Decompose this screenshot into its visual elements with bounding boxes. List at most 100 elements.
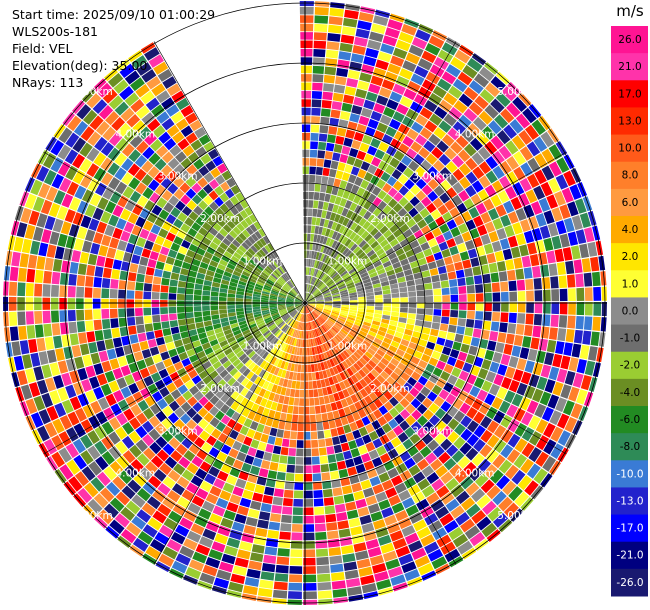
velocity-gate bbox=[374, 294, 383, 299]
velocity-gate bbox=[487, 340, 497, 351]
velocity-gate bbox=[294, 300, 303, 303]
velocity-gate bbox=[254, 315, 263, 321]
velocity-gate bbox=[374, 571, 389, 582]
velocity-gate bbox=[239, 323, 248, 330]
velocity-gate bbox=[281, 404, 289, 413]
velocity-gate bbox=[472, 266, 482, 276]
velocity-gate bbox=[556, 157, 570, 173]
velocity-gate bbox=[506, 404, 519, 418]
velocity-gate bbox=[276, 403, 283, 412]
velocity-gate bbox=[277, 304, 286, 307]
velocity-gate bbox=[326, 522, 338, 531]
range-ring-label: 3.00km bbox=[412, 171, 452, 183]
velocity-gate bbox=[305, 292, 309, 301]
velocity-gate bbox=[338, 119, 349, 129]
velocity-gate bbox=[205, 493, 219, 505]
velocity-gate bbox=[294, 301, 303, 303]
velocity-gate bbox=[374, 365, 383, 374]
velocity-gate bbox=[511, 345, 522, 358]
velocity-gate bbox=[289, 319, 295, 326]
velocity-gate bbox=[187, 369, 198, 379]
velocity-gate bbox=[511, 469, 526, 485]
velocity-gate bbox=[338, 51, 352, 61]
velocity-gate bbox=[482, 273, 491, 284]
velocity-gate bbox=[405, 52, 421, 65]
velocity-gate bbox=[257, 441, 267, 451]
velocity-gate bbox=[336, 426, 345, 436]
velocity-gate bbox=[36, 256, 46, 270]
velocity-gate bbox=[484, 104, 499, 119]
velocity-gate bbox=[406, 218, 417, 228]
velocity-gate bbox=[46, 405, 59, 421]
velocity-gate bbox=[365, 312, 374, 317]
velocity-gate bbox=[156, 197, 168, 209]
velocity-gate bbox=[307, 267, 310, 276]
velocity-gate bbox=[454, 359, 465, 370]
velocity-gate bbox=[520, 458, 534, 474]
velocity-gate bbox=[332, 307, 341, 310]
velocity-gate bbox=[324, 297, 333, 300]
velocity-gate bbox=[411, 371, 421, 381]
velocity-gate bbox=[423, 321, 432, 329]
velocity-gate bbox=[445, 263, 455, 273]
velocity-gate bbox=[550, 426, 564, 442]
velocity-gate bbox=[36, 379, 49, 395]
velocity-gate bbox=[294, 473, 304, 482]
velocity-gate bbox=[333, 299, 341, 302]
velocity-gate bbox=[352, 234, 361, 243]
velocity-gate bbox=[353, 260, 362, 268]
velocity-gate bbox=[186, 530, 202, 543]
velocity-gate bbox=[161, 321, 170, 329]
velocity-gate bbox=[77, 487, 93, 504]
velocity-gate bbox=[259, 579, 274, 589]
velocity-gate bbox=[339, 312, 348, 317]
velocity-gate bbox=[415, 178, 427, 190]
velocity-gate bbox=[249, 325, 258, 332]
velocity-gate bbox=[356, 558, 371, 569]
velocity-gate bbox=[217, 470, 229, 482]
velocity-gate bbox=[321, 287, 329, 293]
velocity-gate bbox=[448, 85, 463, 99]
velocity-gate bbox=[390, 436, 402, 448]
velocity-gate bbox=[385, 333, 394, 340]
velocity-gate bbox=[206, 351, 216, 361]
velocity-gate bbox=[235, 308, 244, 312]
velocity-gate bbox=[221, 279, 230, 286]
velocity-gate bbox=[496, 475, 511, 490]
velocity-gate bbox=[193, 253, 203, 262]
velocity-gate bbox=[331, 326, 339, 334]
velocity-gate bbox=[162, 476, 176, 489]
velocity-ray-field bbox=[3, 1, 607, 605]
velocity-gate bbox=[309, 158, 317, 167]
velocity-gate bbox=[517, 475, 533, 491]
velocity-gate bbox=[262, 288, 271, 293]
velocity-gate bbox=[409, 433, 421, 445]
velocity-gate bbox=[227, 293, 236, 298]
velocity-gate bbox=[225, 332, 234, 340]
velocity-gate bbox=[226, 246, 235, 255]
velocity-gate bbox=[171, 483, 185, 496]
velocity-gate bbox=[232, 358, 241, 367]
velocity-gate bbox=[530, 201, 543, 215]
velocity-gate bbox=[390, 340, 400, 349]
velocity-gate bbox=[193, 295, 202, 301]
velocity-gate bbox=[108, 417, 121, 431]
velocity-gate bbox=[240, 274, 249, 280]
velocity-gate bbox=[391, 213, 402, 224]
velocity-gate bbox=[316, 298, 324, 301]
velocity-gate bbox=[320, 108, 331, 117]
velocity-gate bbox=[274, 349, 281, 358]
velocity-gate bbox=[314, 523, 326, 532]
velocity-gate bbox=[9, 326, 19, 341]
velocity-gate bbox=[516, 358, 527, 371]
velocity-gate bbox=[192, 401, 203, 413]
velocity-gate bbox=[364, 395, 373, 405]
velocity-gate bbox=[225, 397, 235, 407]
velocity-gate bbox=[376, 122, 388, 133]
velocity-gate bbox=[555, 174, 569, 190]
velocity-gate bbox=[396, 103, 409, 116]
velocity-gate bbox=[43, 270, 52, 284]
velocity-gate bbox=[430, 328, 439, 337]
velocity-gate bbox=[447, 324, 457, 334]
velocity-gate bbox=[360, 179, 370, 190]
